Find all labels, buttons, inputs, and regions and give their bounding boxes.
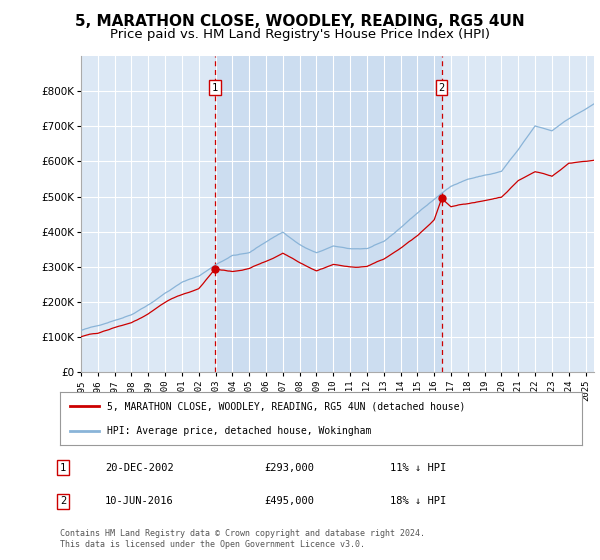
Text: 1: 1 bbox=[212, 83, 218, 92]
Text: 1: 1 bbox=[60, 463, 66, 473]
Text: 20-DEC-2002: 20-DEC-2002 bbox=[105, 463, 174, 473]
Text: 5, MARATHON CLOSE, WOODLEY, READING, RG5 4UN: 5, MARATHON CLOSE, WOODLEY, READING, RG5… bbox=[75, 14, 525, 29]
Text: 10-JUN-2016: 10-JUN-2016 bbox=[105, 496, 174, 506]
Text: £293,000: £293,000 bbox=[264, 463, 314, 473]
Text: £495,000: £495,000 bbox=[264, 496, 314, 506]
Text: 2: 2 bbox=[60, 496, 66, 506]
Text: 11% ↓ HPI: 11% ↓ HPI bbox=[390, 463, 446, 473]
Text: 2: 2 bbox=[439, 83, 445, 92]
Text: Contains HM Land Registry data © Crown copyright and database right 2024.
This d: Contains HM Land Registry data © Crown c… bbox=[60, 529, 425, 549]
Bar bbox=[215, 56, 442, 372]
Text: HPI: Average price, detached house, Wokingham: HPI: Average price, detached house, Woki… bbox=[107, 426, 371, 436]
Text: 5, MARATHON CLOSE, WOODLEY, READING, RG5 4UN (detached house): 5, MARATHON CLOSE, WOODLEY, READING, RG5… bbox=[107, 402, 466, 412]
Text: 18% ↓ HPI: 18% ↓ HPI bbox=[390, 496, 446, 506]
Text: Price paid vs. HM Land Registry's House Price Index (HPI): Price paid vs. HM Land Registry's House … bbox=[110, 28, 490, 41]
